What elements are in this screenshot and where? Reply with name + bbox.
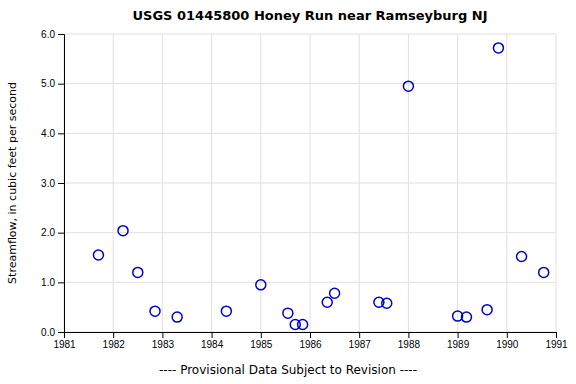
- title: USGS 01445800 Honey Run near Ramseyburg …: [133, 8, 488, 23]
- point: [403, 81, 413, 91]
- x-axis: 1981 1982 1983 1984 1985 1986 1987 1988 1989 1990…: [53, 332, 568, 350]
- tick: 1981: [53, 332, 76, 350]
- point: [461, 312, 471, 322]
- point: [330, 288, 340, 298]
- grid-line: [64, 133, 556, 134]
- point: [221, 306, 231, 316]
- point: [493, 43, 503, 53]
- tick-label: 1983: [152, 339, 175, 350]
- tick-label: 1.0: [41, 277, 55, 288]
- tick-mark: [58, 84, 64, 85]
- tick-label: 1987: [349, 339, 372, 350]
- point: [517, 252, 527, 262]
- grid-line: [64, 34, 556, 35]
- tick-label: 1982: [103, 339, 126, 350]
- chart: 1981 1982 1983 1984 1985 1986 1987 1988 1989 1990…: [0, 0, 576, 384]
- axis-line: [65, 333, 557, 339]
- tick: 4.0: [41, 128, 64, 139]
- grid-line: [64, 83, 556, 84]
- tick-mark: [458, 332, 459, 338]
- tick-mark: [507, 332, 508, 338]
- tick-mark: [58, 133, 64, 134]
- tick: 1990: [496, 332, 519, 350]
- tick-label: 1981: [53, 339, 76, 350]
- tick: 1983: [152, 332, 175, 350]
- point: [256, 280, 266, 290]
- tick-mark: [359, 332, 360, 338]
- tick: 1982: [103, 332, 126, 350]
- grid-line: [64, 183, 556, 184]
- tick: 0.0: [41, 327, 64, 338]
- tick-label: 1984: [201, 339, 224, 350]
- tick-label: 1991: [545, 339, 568, 350]
- tick: 1.0: [41, 277, 64, 288]
- tick: 1986: [299, 332, 322, 350]
- y-axis-label: Streamflow, in cubic feet per second: [6, 82, 19, 284]
- plot: 1981 1982 1983 1984 1985 1986 1987 1988 1989 1990…: [41, 29, 568, 350]
- point: [322, 297, 332, 307]
- point: [539, 267, 549, 277]
- tick: 3.0: [41, 178, 64, 189]
- point: [93, 250, 103, 260]
- point: [118, 226, 128, 236]
- tick: 5.0: [41, 78, 64, 89]
- tick-mark: [58, 34, 64, 35]
- tick-mark: [556, 332, 557, 338]
- tick-mark: [58, 183, 64, 184]
- point: [482, 305, 492, 315]
- tick: 1989: [447, 332, 470, 350]
- y-axis: 0.0 1.0 2.0 3.0 4.0 5.0 6.0: [41, 29, 64, 338]
- tick-label: 1988: [398, 339, 421, 350]
- point: [133, 267, 143, 277]
- tick: 1984: [201, 332, 224, 350]
- tick-label: 6.0: [41, 29, 55, 40]
- tick-mark: [310, 332, 311, 338]
- tick-label: 1990: [496, 339, 519, 350]
- tick-mark: [58, 233, 64, 234]
- tick-label: 1986: [299, 339, 322, 350]
- tick-label: 0.0: [41, 327, 55, 338]
- point: [172, 312, 182, 322]
- point: [150, 306, 160, 316]
- tick: 1985: [250, 332, 273, 350]
- tick: 1991: [545, 332, 568, 350]
- tick-mark: [58, 282, 64, 283]
- tick-mark: [58, 332, 64, 333]
- tick: 2.0: [41, 227, 64, 238]
- tick-mark: [408, 332, 409, 338]
- tick-label: 5.0: [41, 78, 55, 89]
- tick: 6.0: [41, 29, 64, 40]
- tick: 1988: [398, 332, 421, 350]
- point: [283, 308, 293, 318]
- tick-label: 1989: [447, 339, 470, 350]
- tick-label: 4.0: [41, 128, 55, 139]
- axis-line: [58, 35, 65, 333]
- tick-label: 2.0: [41, 227, 55, 238]
- points: [93, 43, 548, 330]
- tick-mark: [162, 332, 163, 338]
- grid-line: [64, 232, 556, 233]
- tick: 1987: [349, 332, 372, 350]
- point: [382, 298, 392, 308]
- tick-label: 1985: [250, 339, 273, 350]
- tick-mark: [113, 332, 114, 338]
- point: [298, 320, 308, 330]
- tick-label: 3.0: [41, 178, 55, 189]
- tick-mark: [261, 332, 262, 338]
- grid: [64, 34, 556, 332]
- tick-mark: [212, 332, 213, 338]
- subtitle: ---- Provisional Data Subject to Revisio…: [159, 363, 417, 377]
- grid-line: [64, 282, 556, 283]
